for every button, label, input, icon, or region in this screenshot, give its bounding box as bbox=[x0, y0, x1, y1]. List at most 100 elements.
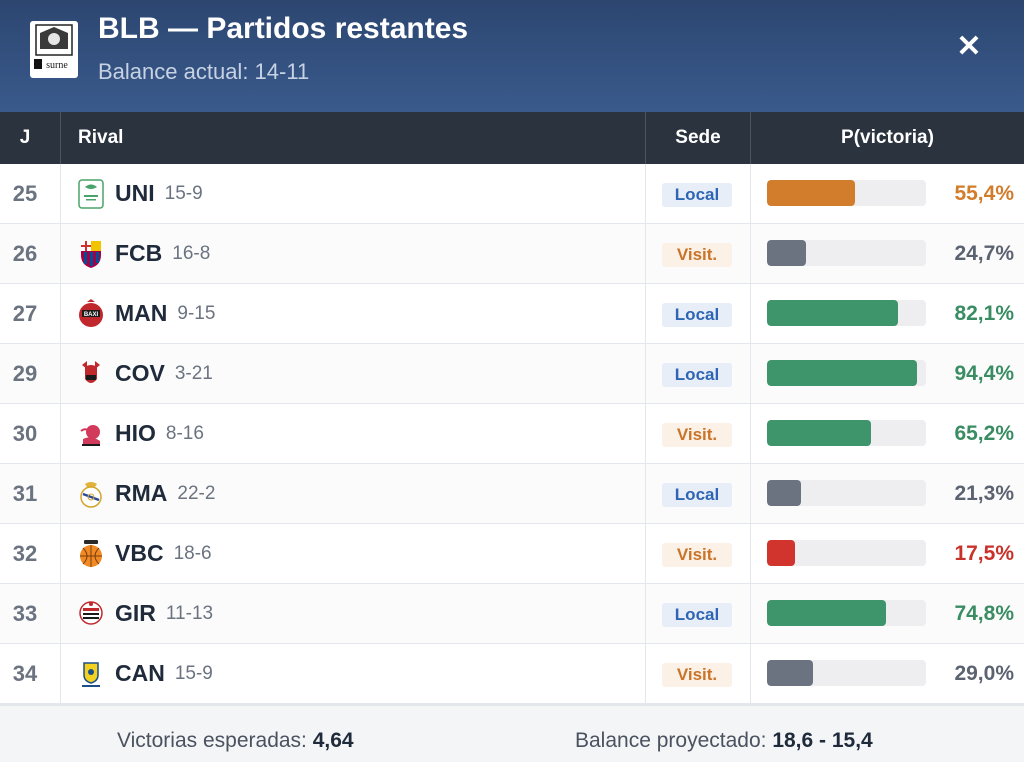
team-logo-vbc bbox=[78, 539, 104, 569]
win-prob-value: 55,4% bbox=[954, 182, 1014, 205]
table-row[interactable]: 26 FCB 16-8 Visit. 24,7% bbox=[0, 224, 1024, 284]
win-prob-value: 65,2% bbox=[954, 422, 1014, 445]
win-prob-value: 21,3% bbox=[954, 482, 1014, 505]
team-record: 18-6 bbox=[173, 543, 212, 564]
venue-badge: Visit. bbox=[662, 543, 732, 567]
table-row[interactable]: 27 BAXI MAN 9-15 Local 82,1% bbox=[0, 284, 1024, 344]
team-abbr: GIR bbox=[115, 600, 156, 626]
round-number: 25 bbox=[12, 181, 38, 206]
projected-record-label: Balance proyectado: bbox=[575, 729, 767, 752]
win-prob-bar bbox=[767, 360, 926, 386]
win-prob-bar-fill bbox=[767, 480, 801, 506]
win-prob-bar bbox=[767, 240, 926, 266]
team-record: 9-15 bbox=[177, 303, 216, 324]
team-record: 3-21 bbox=[174, 363, 213, 384]
table-row[interactable]: 31 RMA 22-2 Local 21,3% bbox=[0, 464, 1024, 524]
team-record: 11-13 bbox=[165, 603, 214, 624]
win-prob-value: 94,4% bbox=[954, 362, 1014, 385]
projected-record-value: 18,6 - 15,4 bbox=[772, 729, 873, 752]
team-record: 16-8 bbox=[172, 243, 211, 264]
table-row[interactable]: 32 VBC 18-6 Visit. 17,5% bbox=[0, 524, 1024, 584]
venue-badge: Local bbox=[662, 603, 732, 627]
team-record: 15-9 bbox=[164, 183, 203, 204]
expected-wins-label: Victorias esperadas: bbox=[117, 729, 307, 752]
win-prob-bar-fill bbox=[767, 360, 918, 386]
team-abbr: COV bbox=[115, 360, 165, 386]
team-logo-hio bbox=[78, 419, 104, 449]
win-prob-bar-fill bbox=[767, 420, 871, 446]
page-title: BLB — Partidos restantes bbox=[98, 12, 469, 45]
team-abbr: HIO bbox=[115, 420, 156, 446]
team-abbr: UNI bbox=[115, 180, 155, 206]
venue-badge: Visit. bbox=[662, 423, 732, 447]
expected-wins-value: 4,64 bbox=[312, 729, 354, 752]
round-number: 31 bbox=[12, 481, 38, 506]
venue-badge: Local bbox=[662, 363, 732, 387]
round-number: 33 bbox=[12, 601, 38, 626]
team-logo-gir bbox=[78, 599, 104, 629]
win-prob-bar-fill bbox=[767, 300, 898, 326]
team-record: 8-16 bbox=[165, 423, 204, 444]
win-prob-value: 24,7% bbox=[954, 242, 1014, 265]
win-prob-bar bbox=[767, 660, 926, 686]
win-prob-value: 74,8% bbox=[954, 602, 1014, 625]
svg-text:BILBAO: BILBAO bbox=[44, 49, 63, 55]
team-logo-man: BAXI bbox=[78, 299, 104, 329]
current-record: Balance actual: 14-11 bbox=[98, 59, 310, 84]
win-prob-bar-fill bbox=[767, 180, 856, 206]
svg-text:BAXI: BAXI bbox=[84, 312, 99, 318]
win-prob-bar bbox=[767, 540, 926, 566]
team-abbr: MAN bbox=[115, 300, 168, 326]
win-prob-bar bbox=[767, 300, 926, 326]
win-prob-value: 17,5% bbox=[954, 542, 1014, 565]
venue-badge: Local bbox=[662, 183, 732, 207]
team-abbr: FCB bbox=[115, 240, 163, 266]
win-prob-value: 29,0% bbox=[954, 662, 1014, 685]
team-abbr: CAN bbox=[115, 660, 165, 686]
modal-header: BILBAO surne BLB — Partidos restantes Ba… bbox=[0, 0, 1024, 112]
svg-text:surne: surne bbox=[46, 60, 68, 71]
win-prob-bar-fill bbox=[767, 240, 807, 266]
column-header-rival[interactable]: Rival bbox=[78, 127, 124, 148]
summary-footer: Victorias esperadas: 4,64 Balance proyec… bbox=[0, 703, 1024, 762]
team-logo-rma bbox=[78, 479, 104, 509]
table-row[interactable]: 25 UNI 15-9 Local 55,4% bbox=[0, 164, 1024, 224]
round-number: 29 bbox=[12, 361, 38, 386]
table-row[interactable]: 34 CAN 15-9 Visit. 29,0% bbox=[0, 644, 1024, 704]
table-row[interactable]: 30 HIO 8-16 Visit. 65,2% bbox=[0, 404, 1024, 464]
team-logo-fcb bbox=[78, 239, 104, 269]
table-header: J Rival Sede P(victoria) bbox=[0, 112, 1024, 164]
venue-badge: Local bbox=[662, 303, 732, 327]
column-header-prob[interactable]: P(victoria) bbox=[841, 127, 934, 148]
venue-badge: Local bbox=[662, 483, 732, 507]
round-number: 32 bbox=[12, 541, 38, 566]
win-prob-bar bbox=[767, 600, 926, 626]
win-prob-bar-fill bbox=[767, 600, 886, 626]
table-row[interactable]: 29 COV 3-21 Local 94,4% bbox=[0, 344, 1024, 404]
team-abbr: VBC bbox=[115, 540, 164, 566]
round-number: 27 bbox=[12, 301, 38, 326]
column-header-j[interactable]: J bbox=[19, 127, 31, 148]
win-prob-bar bbox=[767, 480, 926, 506]
venue-badge: Visit. bbox=[662, 243, 732, 267]
win-prob-bar bbox=[767, 180, 926, 206]
team-logo-cov bbox=[78, 359, 104, 389]
team-logo-can bbox=[78, 659, 104, 689]
win-prob-bar bbox=[767, 420, 926, 446]
table-row[interactable]: 33 GIR 11-13 Local 74,8% bbox=[0, 584, 1024, 644]
team-logo-blb: BILBAO surne bbox=[30, 21, 78, 78]
expected-wins: Victorias esperadas: 4,64 bbox=[117, 706, 354, 762]
win-prob-bar-fill bbox=[767, 540, 795, 566]
projected-record: Balance proyectado: 18,6 - 15,4 bbox=[575, 706, 873, 762]
close-icon[interactable]: ✕ bbox=[956, 30, 982, 63]
team-record: 22-2 bbox=[177, 483, 216, 504]
win-prob-value: 82,1% bbox=[954, 302, 1014, 325]
column-header-sede[interactable]: Sede bbox=[675, 127, 721, 148]
venue-badge: Visit. bbox=[662, 663, 732, 687]
team-abbr: RMA bbox=[115, 480, 168, 506]
round-number: 30 bbox=[12, 421, 38, 446]
team-logo-uni bbox=[78, 179, 104, 209]
round-number: 26 bbox=[12, 241, 38, 266]
win-prob-bar-fill bbox=[767, 660, 814, 686]
round-number: 34 bbox=[12, 661, 38, 686]
